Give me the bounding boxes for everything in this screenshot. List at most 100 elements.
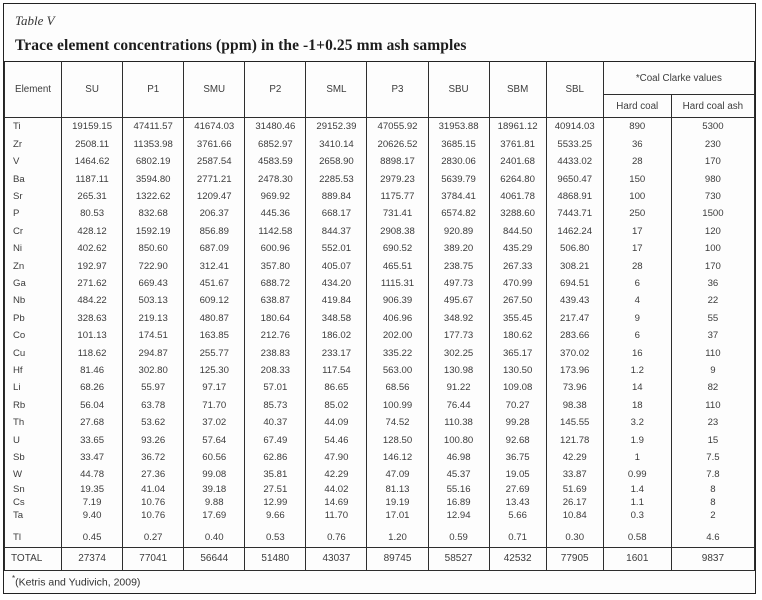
value-cell: 503.13: [122, 292, 185, 310]
table-row: Sn 19.35 41.04 39.18 27.51 44.02 81.13 55.16 27.…: [3, 483, 756, 497]
value-cell: 110: [670, 396, 756, 414]
column-header-clarke-values: *Coal Clarke values: [602, 61, 756, 95]
value-cell: 36.72: [122, 448, 185, 467]
value-cell: 7.19: [61, 496, 124, 510]
table-row: Ta 9.40 10.76 17.69 9.66 11.70 17.01 12.94 5.66 1…: [3, 509, 756, 522]
value-cell: 1.4: [602, 483, 672, 497]
footnote: *(Ketris and Yudivich, 2009): [4, 571, 755, 593]
table-total-body: TOTAL 27374 77041 56644 51480 43037 89745 58527…: [3, 546, 756, 571]
value-cell: 54.46: [305, 431, 368, 449]
value-cell: 3410.14: [305, 135, 368, 153]
element-cell: Ni: [3, 239, 63, 258]
value-cell: 730: [670, 187, 756, 206]
value-cell: 980: [670, 170, 756, 188]
value-cell: 3784.41: [427, 187, 490, 206]
value-cell: 6574.82: [427, 205, 490, 223]
table-number-label: Table V: [15, 13, 55, 28]
value-cell: 35.81: [244, 466, 307, 484]
value-cell: 53.62: [122, 413, 185, 432]
value-cell: 40.37: [244, 413, 307, 432]
table-figure: Table V Trace element concentrations (pp…: [3, 3, 756, 594]
value-cell: 255.77: [183, 344, 246, 362]
table-row: Th 27.68 53.62 37.02 40.37 44.09 74.52 110.38 99…: [3, 413, 756, 432]
value-cell: 81.13: [366, 483, 429, 497]
value-cell: 170: [670, 152, 756, 171]
value-cell: 308.21: [545, 257, 604, 275]
value-cell: 1464.62: [61, 152, 124, 171]
table-body: Ti 19159.15 47411.57 41674.03 31480.46 29152.…: [3, 117, 756, 548]
table-row: V 1464.62 6802.19 2587.54 4583.59 2658.90 8898…: [3, 152, 756, 171]
value-cell: 19.35: [61, 483, 124, 497]
value-cell: 150: [602, 170, 672, 188]
value-cell: 44.02: [305, 483, 368, 497]
table-row: Zr 2508.11 11353.98 3761.66 6852.97 3410.14 20…: [3, 135, 756, 153]
value-cell: 31480.46: [244, 117, 307, 136]
value-cell: 638.87: [244, 292, 307, 310]
table-row: Rb 56.04 63.78 71.70 85.73 85.02 100.99 76.44 70…: [3, 396, 756, 414]
value-cell: 600.96: [244, 239, 307, 258]
value-cell: 17: [602, 222, 672, 240]
value-cell: 1601: [602, 546, 672, 571]
value-cell: 1.20: [366, 521, 429, 548]
value-cell: 1322.62: [122, 187, 185, 206]
value-cell: 920.89: [427, 222, 490, 240]
table-container: Element SU P1 SMU P2 SML P3 SBU SBM SBL …: [3, 61, 756, 571]
value-cell: 170: [670, 257, 756, 275]
element-cell: Sr: [3, 187, 63, 206]
value-cell: 832.68: [122, 205, 185, 223]
value-cell: 47.09: [366, 466, 429, 484]
value-cell: 1209.47: [183, 187, 246, 206]
value-cell: 302.25: [427, 344, 490, 362]
value-cell: 10.84: [545, 509, 604, 522]
value-cell: 8: [670, 483, 756, 497]
value-cell: 3288.60: [488, 205, 547, 223]
value-cell: 92.68: [488, 431, 547, 449]
value-cell: 7443.71: [545, 205, 604, 223]
value-cell: 62.86: [244, 448, 307, 467]
value-cell: 47.90: [305, 448, 368, 467]
table-row: U 33.65 93.26 57.64 67.49 54.46 128.50 100.80 92…: [3, 431, 756, 449]
value-cell: 27.36: [122, 466, 185, 484]
value-cell: 0.76: [305, 521, 368, 548]
value-cell: 283.66: [545, 326, 604, 345]
value-cell: 68.26: [61, 379, 124, 397]
value-cell: 42.29: [545, 448, 604, 467]
value-cell: 130.98: [427, 361, 490, 380]
value-cell: 125.30: [183, 361, 246, 380]
value-cell: 434.20: [305, 274, 368, 293]
value-cell: 439.43: [545, 292, 604, 310]
total-row: TOTAL 27374 77041 56644 51480 43037 89745 58527…: [3, 546, 756, 571]
value-cell: 2771.21: [183, 170, 246, 188]
value-cell: 36.75: [488, 448, 547, 467]
value-cell: 56644: [183, 546, 246, 571]
value-cell: 844.37: [305, 222, 368, 240]
value-cell: 208.33: [244, 361, 307, 380]
value-cell: 669.43: [122, 274, 185, 293]
value-cell: 29152.39: [305, 117, 368, 136]
value-cell: 63.78: [122, 396, 185, 414]
value-cell: 856.89: [183, 222, 246, 240]
title-area: Table V Trace element concentrations (pp…: [4, 4, 755, 61]
value-cell: 357.80: [244, 257, 307, 275]
column-header-p1: P1: [122, 61, 185, 118]
value-cell: 82: [670, 379, 756, 397]
table-row: Pb 328.63 219.13 480.87 180.64 348.58 406.96 34…: [3, 309, 756, 327]
value-cell: 1592.19: [122, 222, 185, 240]
value-cell: 19.19: [366, 496, 429, 510]
value-cell: 4433.02: [545, 152, 604, 171]
value-cell: 17.69: [183, 509, 246, 522]
value-cell: 4: [602, 292, 672, 310]
table-row: Ni 402.62 850.60 687.09 600.96 552.01 690.52 38…: [3, 239, 756, 258]
value-cell: 5639.79: [427, 170, 490, 188]
value-cell: 42532: [488, 546, 547, 571]
value-cell: 0.59: [427, 521, 490, 548]
value-cell: 238.75: [427, 257, 490, 275]
trace-elements-table: Element SU P1 SMU P2 SML P3 SBU SBM SBL …: [3, 61, 756, 571]
table-row: Ga 271.62 669.43 451.67 688.72 434.20 1115.31 4…: [3, 274, 756, 293]
value-cell: 969.92: [244, 187, 307, 206]
value-cell: 206.37: [183, 205, 246, 223]
value-cell: 6: [602, 274, 672, 293]
value-cell: 217.47: [545, 309, 604, 327]
element-cell: Li: [3, 379, 63, 397]
value-cell: 55: [670, 309, 756, 327]
